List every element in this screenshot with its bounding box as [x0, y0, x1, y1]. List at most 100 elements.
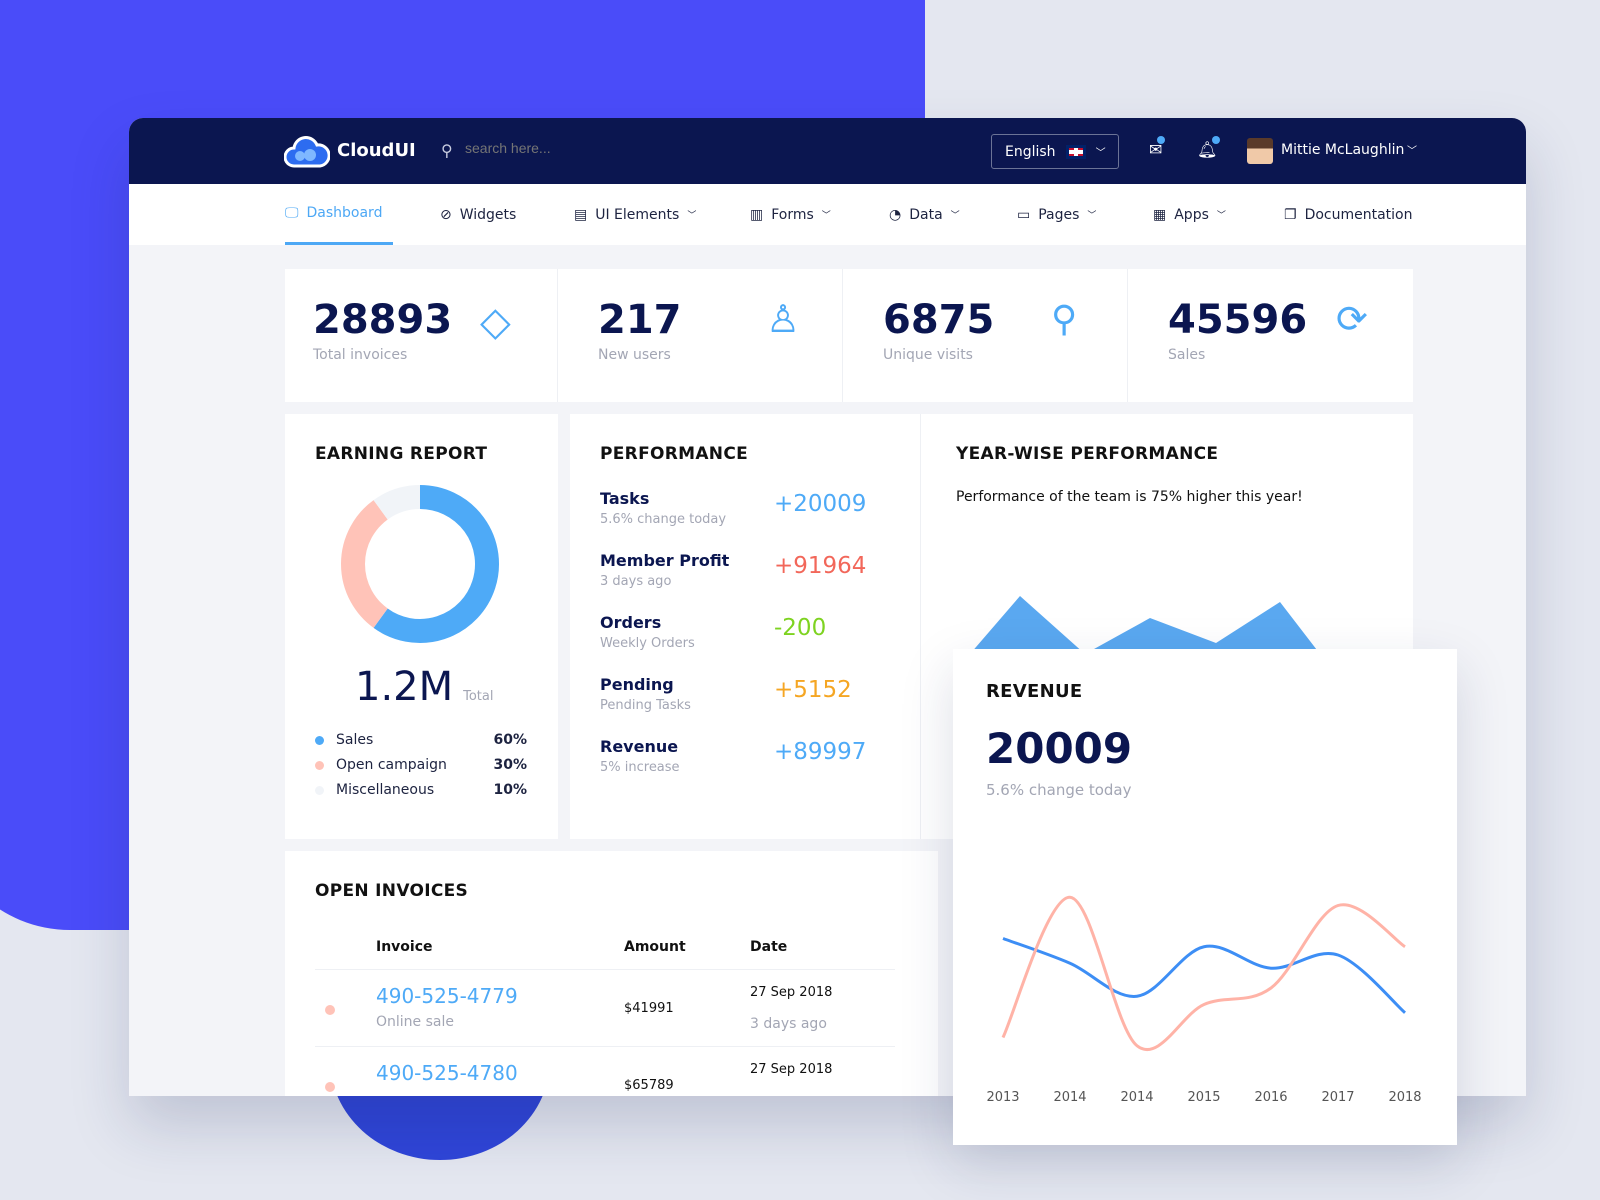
search-icon[interactable]: ⚲ — [441, 141, 453, 160]
nav-pages[interactable]: ▭ Pages ﹀ — [1017, 206, 1097, 223]
invoice-link[interactable]: 490-525-4779 — [376, 984, 518, 1008]
search-input[interactable] — [465, 140, 665, 156]
x-tick-label: 2018 — [1388, 1090, 1421, 1105]
folder-icon: ▭ — [1017, 206, 1031, 223]
layers-icon: ◇ — [480, 299, 511, 345]
language-label: English — [1005, 143, 1056, 160]
performance-item: Orders Weekly Orders -200 — [600, 613, 890, 651]
legend-item: Miscellaneous 10% — [315, 782, 527, 798]
col-date: Date — [750, 939, 788, 955]
invoice-link[interactable]: 490-525-4780 — [376, 1061, 518, 1085]
col-amount: Amount — [624, 939, 686, 955]
user-name[interactable]: Mittie McLaughlin — [1281, 142, 1405, 158]
col-invoice: Invoice — [376, 939, 433, 955]
x-tick-label: 2015 — [1187, 1090, 1220, 1105]
item-sub: 3 days ago — [600, 574, 672, 589]
stat-new-users: 217 New users ♙ — [558, 269, 843, 402]
top-header: CloudUI ⚲ English ﹀ ✉ 🔔︎ Mittie McLaughl… — [129, 118, 1526, 184]
card-title: EARNING REPORT — [315, 444, 488, 464]
performance-item: Pending Pending Tasks +5152 — [600, 675, 890, 713]
film-icon: ▤ — [574, 206, 588, 223]
brand-name: CloudUI — [337, 140, 416, 161]
monitor-icon: 🖵 — [285, 205, 299, 221]
nav-data[interactable]: ◔ Data ﹀ — [889, 206, 960, 223]
nav-apps[interactable]: ▦ Apps ﹀ — [1153, 206, 1226, 223]
legend-dot — [315, 735, 324, 745]
chevron-down-icon[interactable]: ﹀ — [1407, 146, 1417, 157]
earning-total-label: Total — [463, 689, 494, 704]
item-sub: 5% increase — [600, 760, 680, 775]
status-dot — [325, 1082, 335, 1092]
nav-ui-elements[interactable]: ▤ UI Elements ﹀ — [574, 206, 697, 223]
card-title: OPEN INVOICES — [315, 881, 469, 901]
revenue-value: 20009 — [986, 724, 1133, 773]
x-tick-label: 2013 — [986, 1090, 1019, 1105]
donut-slice — [373, 485, 499, 643]
refresh-icon: ⟳ — [1336, 297, 1368, 341]
item-sub: 5.6% change today — [600, 512, 727, 527]
area-series — [970, 596, 1320, 654]
legend-item: Open campaign 30% — [315, 757, 527, 773]
stats-row: 28893 Total invoices ◇ 217 New users ♙ 6875 U… — [285, 269, 1413, 402]
chevron-down-icon: ﹀ — [821, 211, 831, 221]
stat-sales: 45596 Sales ⟳ — [1168, 297, 1368, 363]
nav-documentation[interactable]: ❐ Documentation — [1284, 206, 1413, 223]
grid-icon: ▦ — [1153, 206, 1167, 223]
card-title: REVENUE — [986, 681, 1083, 702]
yearwise-text: Performance of the team is 75% higher th… — [956, 489, 1303, 505]
yearwise-title: YEAR-WISE PERFORMANCE — [956, 444, 1219, 464]
x-tick-label: 2014 — [1053, 1090, 1086, 1105]
avatar[interactable] — [1247, 138, 1273, 164]
cloud-logo-icon — [284, 136, 330, 168]
nav-dashboard[interactable]: 🖵 Dashboard — [285, 184, 393, 245]
item-value: +5152 — [774, 677, 852, 703]
item-title: Orders — [600, 613, 662, 632]
revenue-line-chart: 2013 2014 2014 2015 2016 2017 2018 — [986, 895, 1422, 1105]
item-title: Tasks — [600, 489, 650, 508]
series-line — [1002, 937, 1406, 1014]
stat-unique-visits: 6875 Unique visits ⚲ — [843, 269, 1128, 402]
legend-dot — [315, 760, 324, 770]
status-dot — [325, 1005, 335, 1015]
item-value: +89997 — [774, 739, 867, 765]
open-invoices-card: OPEN INVOICES Invoice Amount Date 490-52… — [285, 851, 938, 1096]
user-icon: ♙ — [766, 297, 801, 341]
legend-item: Sales 60% — [315, 732, 527, 748]
legend-dot — [315, 785, 324, 795]
item-sub: Pending Tasks — [600, 698, 691, 713]
pie-icon: ◔ — [889, 206, 902, 223]
table-row[interactable]: 490-525-4780 $65789 27 Sep 2018 — [315, 1046, 895, 1096]
donut-slice — [341, 500, 389, 628]
donut-slice — [373, 485, 421, 520]
item-value: -200 — [774, 615, 827, 641]
book-icon: ▥ — [750, 206, 764, 223]
item-title: Pending — [600, 675, 674, 694]
app-window: CloudUI ⚲ English ﹀ ✉ 🔔︎ Mittie McLaughl… — [129, 118, 1526, 1096]
chevron-down-icon: ﹀ — [1216, 211, 1226, 221]
x-tick-label: 2016 — [1254, 1090, 1287, 1105]
revenue-sub: 5.6% change today — [986, 781, 1132, 799]
stat-total-invoices: 28893 Total invoices ◇ — [285, 269, 558, 402]
performance-item: Member Profit 3 days ago +91964 — [600, 551, 890, 589]
main-nav: 🖵 Dashboard ⊘ Widgets ▤ UI Elements ﹀ ▥ Forms… — [129, 184, 1526, 245]
documents-icon: ❐ — [1284, 206, 1297, 223]
nav-widgets[interactable]: ⊘ Widgets — [440, 206, 517, 223]
item-title: Revenue — [600, 737, 679, 756]
table-row[interactable]: 490-525-4779 Online sale $41991 27 Sep 2… — [315, 969, 895, 1046]
nav-forms[interactable]: ▥ Forms ﹀ — [750, 206, 831, 223]
chevron-down-icon: ﹀ — [1087, 211, 1097, 221]
performance-item: Tasks 5.6% change today +20009 — [600, 489, 890, 527]
earning-report-card: EARNING REPORT 1.2M Total Sales 60% Open c… — [285, 414, 558, 839]
mail-icon[interactable]: ✉ — [1149, 136, 1166, 159]
language-select[interactable]: English ﹀ — [991, 134, 1119, 169]
item-value: +91964 — [774, 553, 867, 579]
performance-item: Revenue 5% increase +89997 — [600, 737, 890, 775]
globe-icon: ⊘ — [440, 206, 452, 223]
revenue-card: REVENUE 20009 5.6% change today 2013 2014… — [953, 649, 1457, 1145]
x-tick-label: 2017 — [1321, 1090, 1354, 1105]
series-line — [1001, 895, 1406, 1051]
card-title: PERFORMANCE — [600, 444, 749, 464]
chevron-down-icon: ﹀ — [1095, 148, 1106, 159]
uk-flag-icon — [1065, 144, 1086, 159]
bell-icon[interactable]: 🔔︎ — [1197, 136, 1221, 159]
